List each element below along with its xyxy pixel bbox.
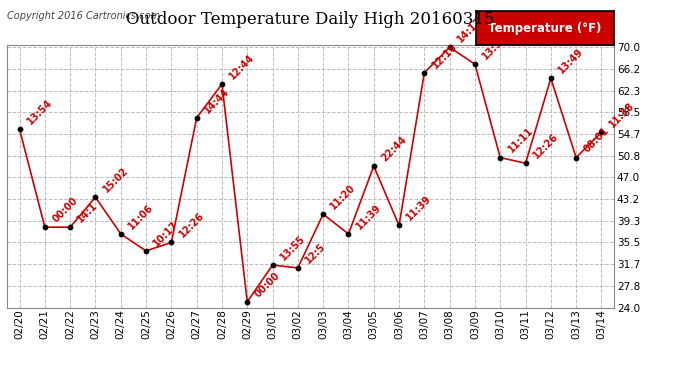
Point <box>141 248 152 254</box>
Text: 10:17: 10:17 <box>152 219 181 248</box>
Text: 12:44: 12:44 <box>228 52 257 81</box>
Text: 11:06: 11:06 <box>126 202 155 231</box>
Text: Copyright 2016 Cartronics.com: Copyright 2016 Cartronics.com <box>7 11 160 21</box>
Point <box>115 231 126 237</box>
Text: 13:54: 13:54 <box>25 98 54 126</box>
Text: 11:39: 11:39 <box>354 202 383 231</box>
Text: 11:20: 11:20 <box>328 182 357 212</box>
Point <box>393 222 404 228</box>
Point <box>444 44 455 50</box>
Text: 14:44: 14:44 <box>202 86 231 115</box>
Text: 00:00: 00:00 <box>50 195 79 224</box>
Point <box>343 231 354 237</box>
Point <box>571 154 582 160</box>
Text: 11:39: 11:39 <box>404 194 433 223</box>
Text: 13:55: 13:55 <box>278 233 307 262</box>
Text: 15:02: 15:02 <box>101 165 130 194</box>
Text: Outdoor Temperature Daily High 20160315: Outdoor Temperature Daily High 20160315 <box>126 11 495 28</box>
Point <box>520 160 531 166</box>
Text: 11:11: 11:11 <box>506 126 535 155</box>
Point <box>545 75 556 81</box>
Point <box>368 163 380 169</box>
Text: 14:1: 14:1 <box>76 200 100 224</box>
Text: Temperature (°F): Temperature (°F) <box>489 22 602 34</box>
Point <box>495 154 506 160</box>
Text: 12:26: 12:26 <box>531 132 560 160</box>
Point <box>241 299 253 305</box>
Point <box>469 61 480 67</box>
Text: 13:49: 13:49 <box>556 46 585 76</box>
Point <box>217 81 228 87</box>
Text: 12:16: 12:16 <box>430 41 459 70</box>
Text: 12:26: 12:26 <box>177 211 206 240</box>
Point <box>419 70 430 76</box>
Point <box>596 129 607 135</box>
Point <box>166 240 177 246</box>
Text: 08:01: 08:01 <box>582 126 611 155</box>
Point <box>293 265 304 271</box>
Point <box>39 224 50 230</box>
Point <box>14 126 25 132</box>
Text: 14:12: 14:12 <box>455 15 484 45</box>
Text: 22:44: 22:44 <box>380 134 408 163</box>
Point <box>267 262 278 268</box>
Point <box>65 224 76 230</box>
Text: 11:38: 11:38 <box>607 100 636 129</box>
Point <box>90 194 101 200</box>
Point <box>191 115 202 121</box>
Text: 13:53: 13:53 <box>480 33 509 62</box>
Point <box>317 211 328 217</box>
Text: 00:00: 00:00 <box>253 270 282 299</box>
Text: 12:5: 12:5 <box>304 241 328 265</box>
